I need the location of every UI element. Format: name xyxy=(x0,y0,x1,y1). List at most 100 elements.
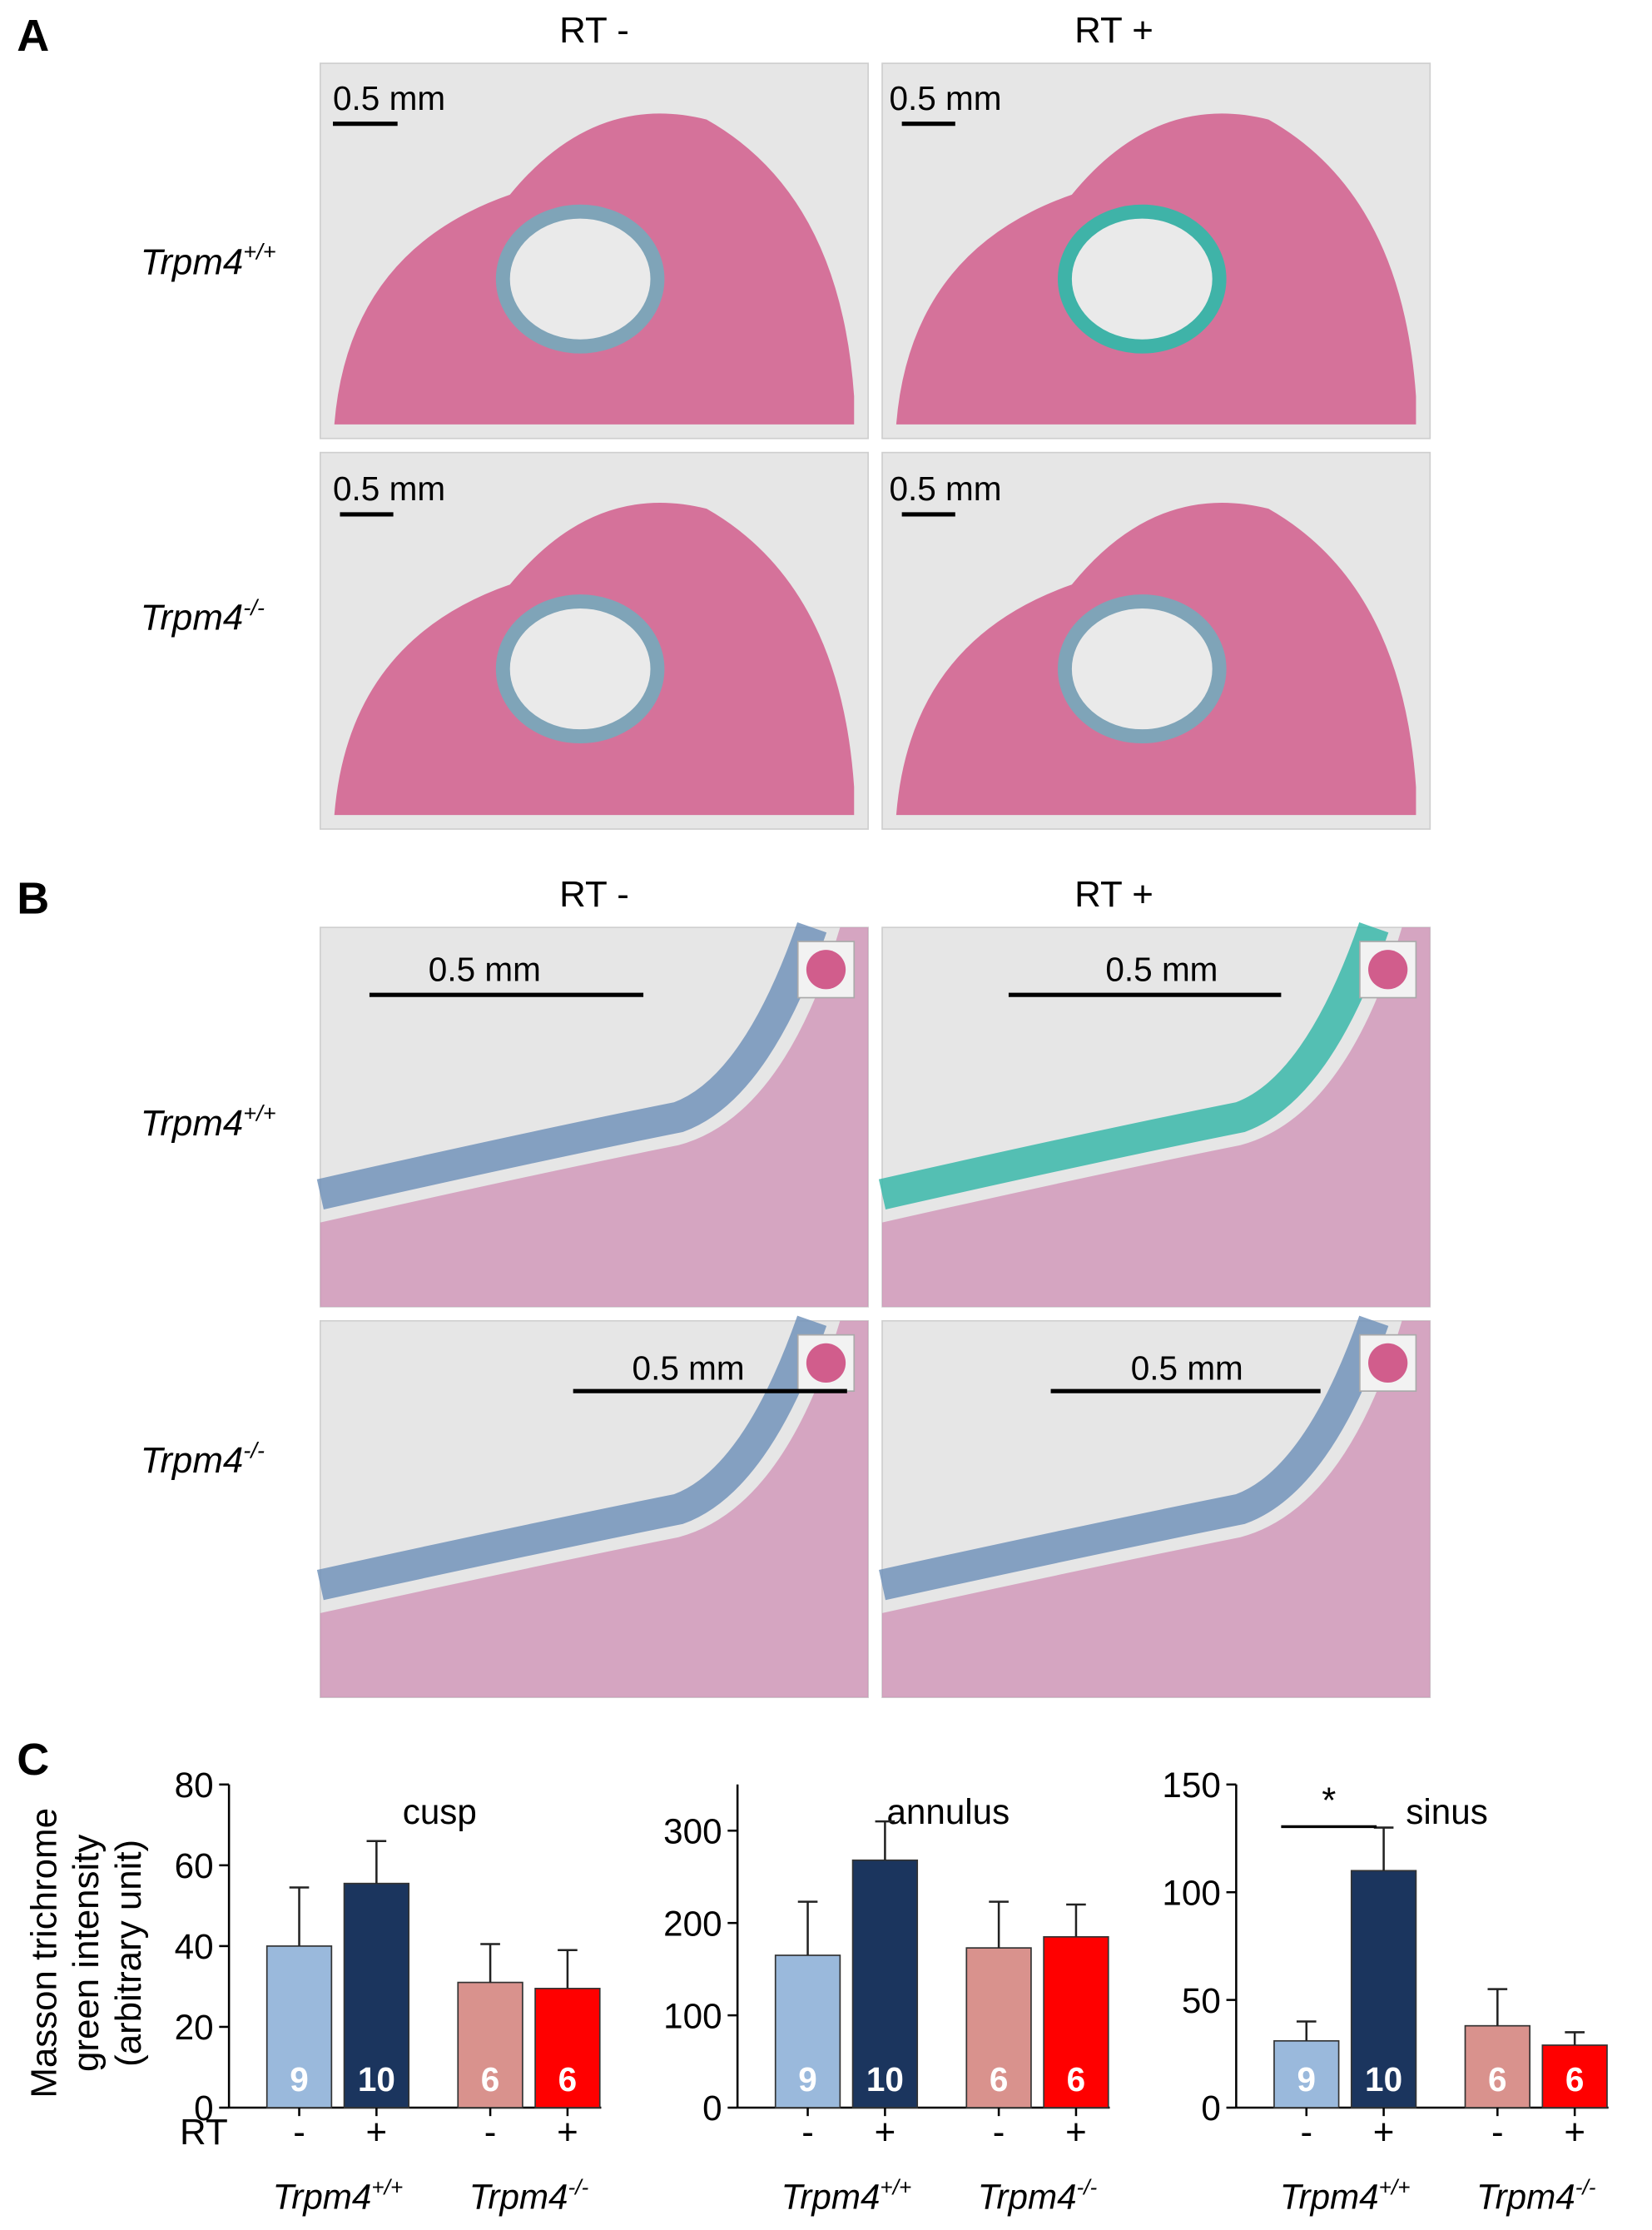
histology-image: 0.5 mm xyxy=(881,62,1431,440)
y-tick-label: 100 xyxy=(663,1996,722,2035)
x-tick-label: - xyxy=(801,2112,814,2153)
x-tick-label: - xyxy=(484,2112,497,2153)
y-tick-label: 150 xyxy=(1162,1766,1220,1805)
y-tick-label: 300 xyxy=(663,1811,722,1850)
group-label: Trpm4+/+ xyxy=(781,2175,912,2217)
column-header: RT + xyxy=(1074,10,1153,51)
panel-label: B xyxy=(17,873,49,923)
tissue xyxy=(882,1320,1431,1698)
tissue-layer xyxy=(879,1315,1389,1601)
tissue xyxy=(320,1320,869,1698)
significance-label: * xyxy=(1322,1781,1336,1821)
text-superscript: -/- xyxy=(243,1438,265,1463)
text-base: Trpm4 xyxy=(978,2178,1077,2217)
valve-ring xyxy=(495,204,665,354)
histology-image: 0.5 mm xyxy=(320,62,869,440)
y-axis-label: Masson trichrome xyxy=(24,1808,65,2098)
y-tick-label: 0 xyxy=(194,2088,213,2128)
x-tick-label: + xyxy=(875,2112,896,2153)
valve-ring xyxy=(495,594,665,744)
text-base: Trpm4 xyxy=(1280,2178,1379,2217)
row-label: Trpm4-/- xyxy=(141,1438,265,1482)
histology-image: 0.5 mm xyxy=(879,1315,1431,1698)
text-base: Trpm4 xyxy=(141,1440,244,1481)
scale-bar-label: 0.5 mm xyxy=(429,950,541,988)
scale-bar-label: 0.5 mm xyxy=(633,1349,745,1388)
y-tick-label: 80 xyxy=(175,1766,214,1805)
histology-image: 0.5 mm xyxy=(316,922,869,1308)
text-superscript: +/+ xyxy=(1379,2175,1411,2200)
text-base: Trpm4 xyxy=(1476,2178,1575,2217)
text-base: Trpm4 xyxy=(273,2178,372,2217)
y-tick-label: 50 xyxy=(1182,1981,1221,2020)
scale-bar-label: 0.5 mm xyxy=(333,469,445,508)
bar xyxy=(851,1859,919,2108)
n-label: 6 xyxy=(481,2060,500,2098)
x-tick-label: + xyxy=(557,2112,578,2153)
chart-title: annulus xyxy=(886,1792,1010,1831)
group-label: Trpm4-/- xyxy=(978,2175,1098,2217)
group-label: Trpm4+/+ xyxy=(1280,2175,1411,2217)
n-label: 6 xyxy=(1565,2060,1585,2098)
n-label: 10 xyxy=(866,2060,904,2098)
row-label: Trpm4+/+ xyxy=(141,239,276,283)
bar xyxy=(965,1947,1032,2108)
y-tick-label: 40 xyxy=(175,1927,214,1966)
tissue-layer xyxy=(878,922,1389,1209)
chart-title: sinus xyxy=(1406,1792,1488,1831)
group-label: Trpm4-/- xyxy=(1476,2175,1596,2217)
column-header: RT + xyxy=(1074,874,1153,915)
text-superscript: -/- xyxy=(1575,2175,1596,2200)
x-tick-label: - xyxy=(1491,2112,1504,2153)
row-label: Trpm4+/+ xyxy=(141,1100,276,1144)
text-superscript: +/+ xyxy=(243,1100,275,1125)
text-base: Trpm4 xyxy=(781,2178,881,2217)
tissue-layer xyxy=(316,1315,827,1601)
text-superscript: -/- xyxy=(1077,2175,1098,2200)
column-header: RT - xyxy=(559,10,629,51)
x-tick-label: - xyxy=(993,2112,1005,2153)
n-label: 9 xyxy=(290,2060,309,2098)
x-tick-label: + xyxy=(1564,2112,1585,2153)
bar xyxy=(1464,2024,1530,2108)
text-base: Trpm4 xyxy=(141,241,244,282)
n-label: 6 xyxy=(990,2060,1009,2098)
bar xyxy=(774,1954,841,2108)
valve-ring xyxy=(1058,594,1227,744)
valve-ring xyxy=(1058,204,1227,354)
n-label: 9 xyxy=(1297,2060,1317,2098)
n-label: 6 xyxy=(1067,2060,1086,2098)
x-tick-label: + xyxy=(1065,2112,1087,2153)
text-base: Trpm4 xyxy=(469,2178,568,2217)
bar xyxy=(265,1945,333,2108)
n-label: 10 xyxy=(1365,2060,1402,2098)
y-tick-label: 20 xyxy=(175,2008,214,2047)
tissue xyxy=(882,927,1431,1307)
n-label: 6 xyxy=(1488,2060,1507,2098)
column-header: RT - xyxy=(559,874,629,915)
y-tick-label: 0 xyxy=(702,2088,722,2128)
chart-title: cusp xyxy=(403,1792,477,1831)
scale-bar-label: 0.5 mm xyxy=(889,469,1001,508)
histology-image: 0.5 mm xyxy=(881,451,1431,830)
group-label: Trpm4-/- xyxy=(469,2175,589,2217)
x-tick-label: - xyxy=(1300,2112,1312,2153)
n-label: 10 xyxy=(358,2060,395,2098)
histology-image: 0.5 mm xyxy=(878,922,1431,1308)
x-tick-label: - xyxy=(293,2112,305,2153)
histology-image: 0.5 mm xyxy=(320,451,869,830)
text-superscript: -/- xyxy=(243,594,265,620)
x-tick-label: + xyxy=(366,2112,388,2153)
x-tick-label: + xyxy=(1373,2112,1395,2153)
thumbnail-tissue xyxy=(1368,1343,1408,1383)
n-label: 6 xyxy=(558,2060,578,2098)
y-axis-label: (arbitrary unit) xyxy=(108,1840,149,2067)
x-axis-label: RT xyxy=(180,2112,228,2153)
text-superscript: +/+ xyxy=(243,239,275,265)
text-superscript: +/+ xyxy=(880,2175,911,2200)
text-base: Trpm4 xyxy=(141,597,244,638)
bar xyxy=(457,1981,523,2108)
bar xyxy=(1273,2039,1340,2108)
